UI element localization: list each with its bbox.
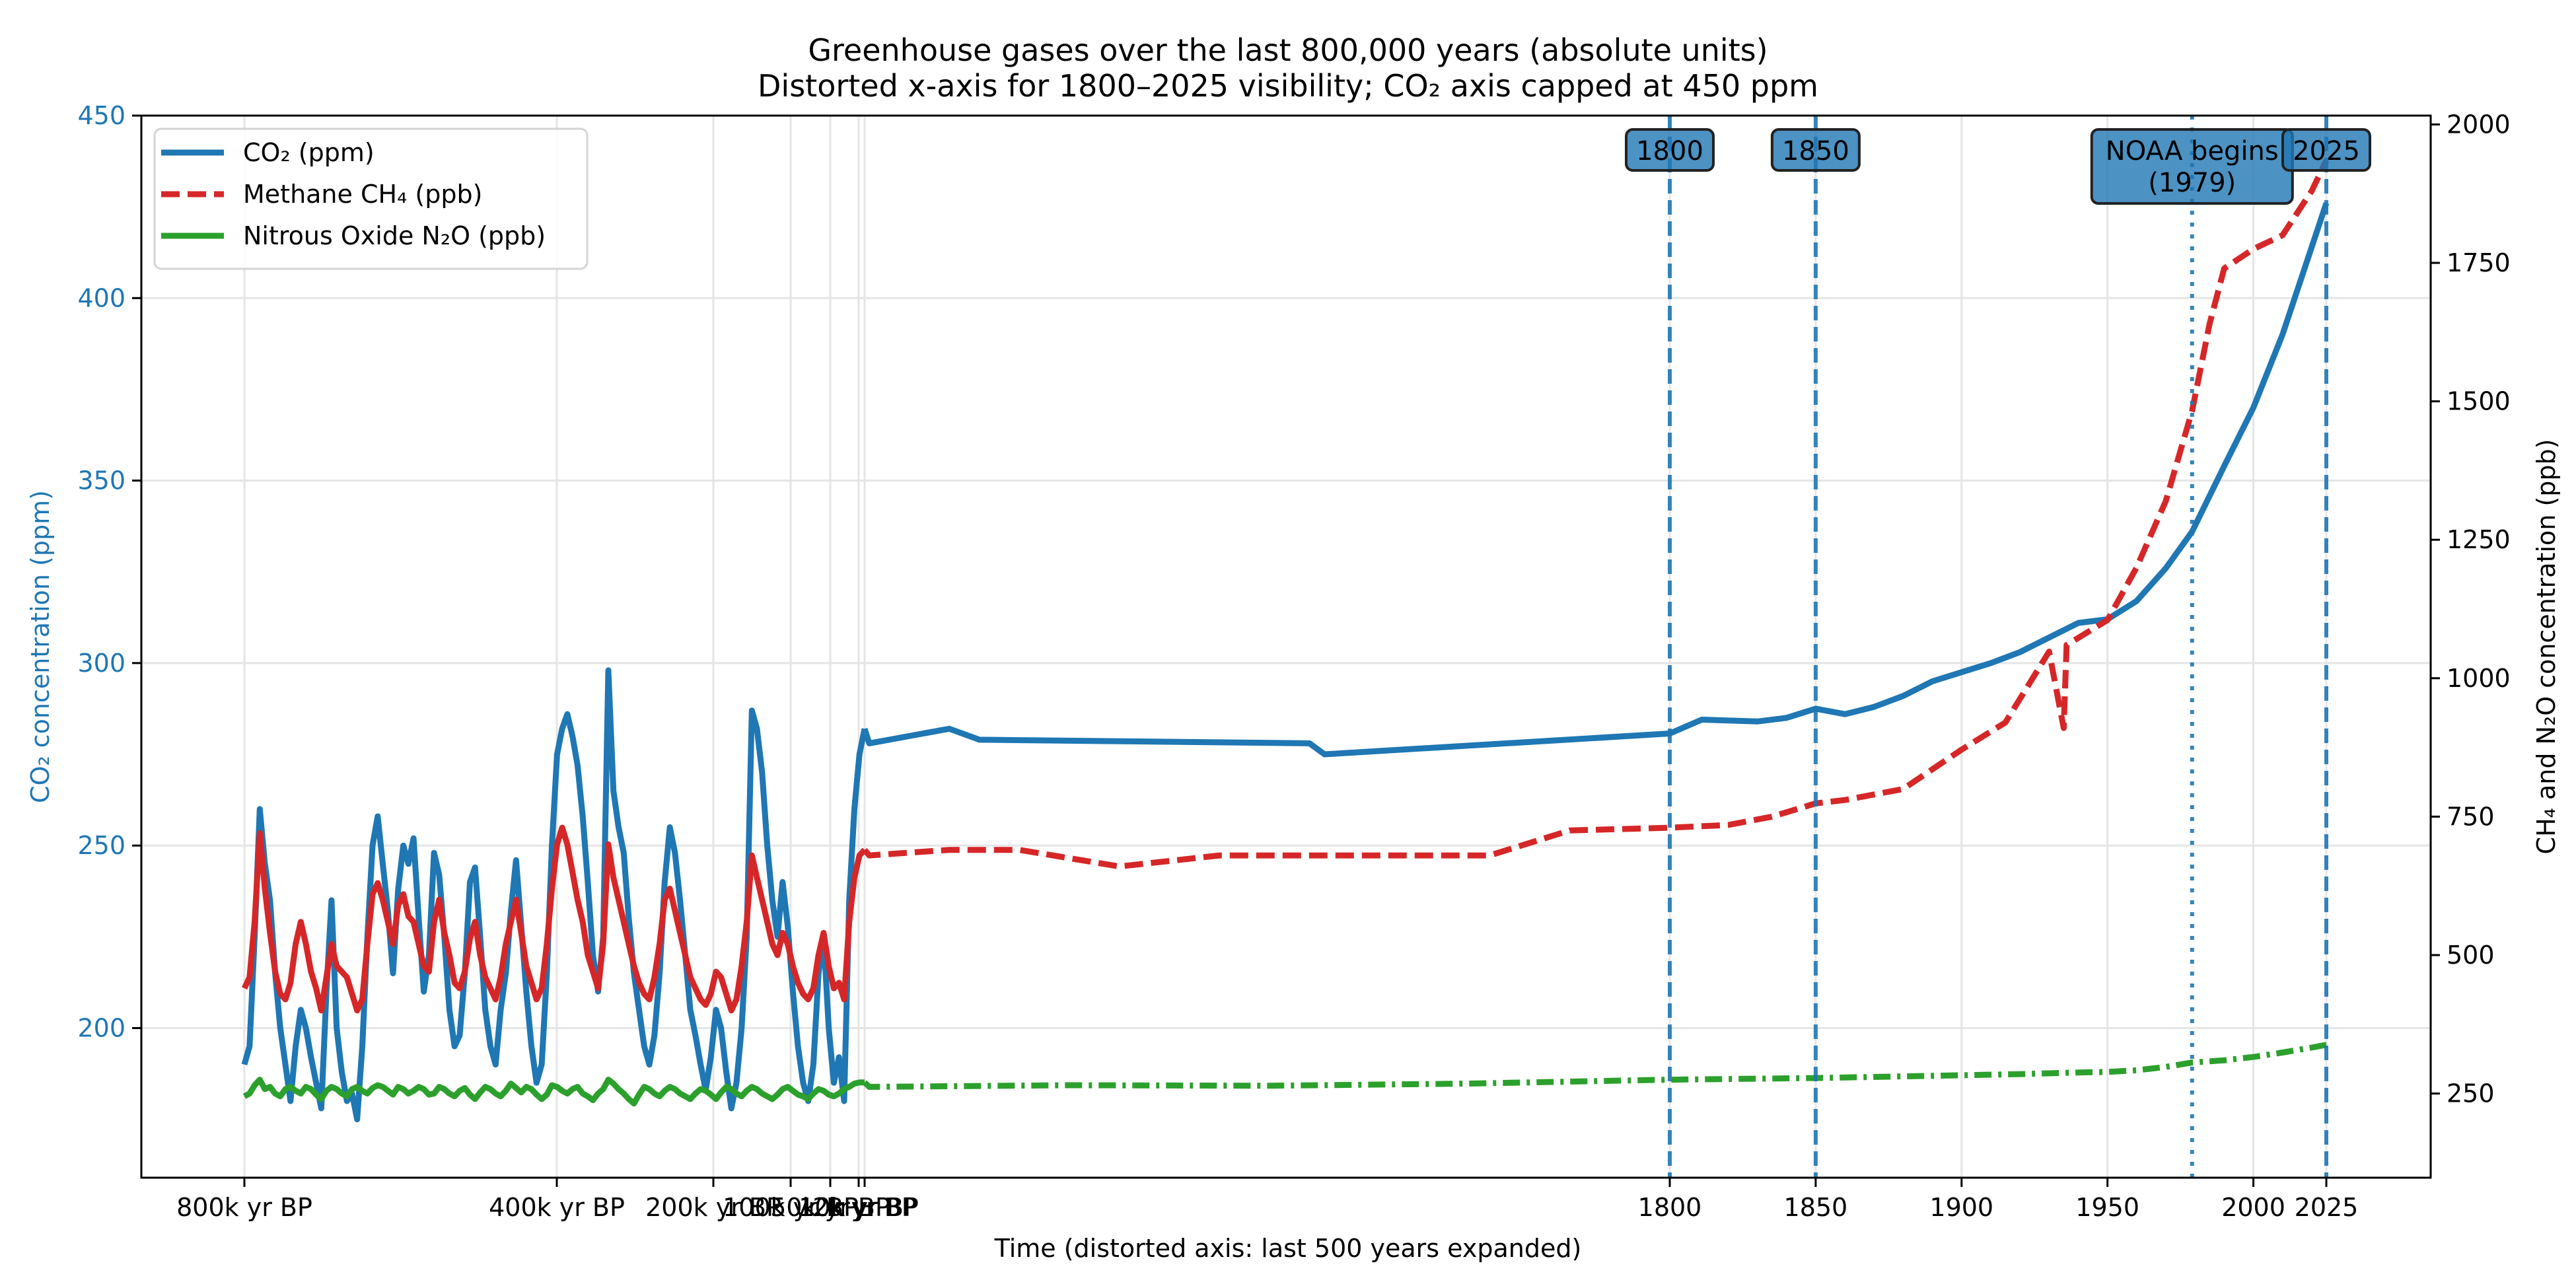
y-right-tick-label: 750 [2447,802,2495,831]
legend-label-ch4: Methane CH₄ (ppb) [243,180,482,209]
y-right-tick-label: 2000 [2447,110,2511,139]
legend-box [153,127,589,270]
y-right-tick-label: 1500 [2447,387,2511,416]
y-right-tick-label: 1250 [2447,525,2511,554]
x-tick-label: 1850 [1784,1193,1848,1222]
x-axis-label: Time (distorted axis: last 500 years exp… [994,1234,1582,1263]
series-lines [241,159,2330,1123]
chart-title: Greenhouse gases over the last 800,000 y… [808,32,1768,68]
annotation-label: NOAA begins [2106,136,2279,166]
annotation-label: 2025 [2293,136,2360,166]
x-tick-label: 100k yr BP [723,1193,859,1222]
y-left-tick-label: 300 [77,649,125,678]
x-tick-label: 2025 [2295,1193,2359,1222]
x-tick-label: 200k yr BP [645,1193,781,1222]
annotation-label: 1800 [1636,136,1703,166]
annotation-lines [1668,116,2328,1178]
annotation-label: 1850 [1782,136,1849,166]
y-left-tick-label: 450 [77,101,125,130]
annotation-box [2281,128,2371,172]
x-tick-label: 50k yr BP [770,1193,890,1222]
y-left-tick-label: 200 [77,1013,125,1042]
series-line-paleo-n2o [242,1077,865,1107]
y-right-tick-label: 250 [2447,1079,2495,1108]
legend: CO₂ (ppm) Methane CH₄ (ppb) Nitrous Oxid… [153,127,589,270]
series-line-modern-n2o [862,1042,2327,1090]
y-left-tick-label: 250 [77,831,125,860]
x-tick-label: 10k yr BP [799,1193,919,1222]
x-tick-label: 400k yr BP [489,1193,625,1222]
annotation-box [1770,128,1861,172]
y-right-tick-label: 1000 [2447,664,2511,693]
x-tick-label: 1900 [1929,1193,1993,1222]
x-tick-label: 1950 [2075,1193,2139,1222]
plot-frame [140,114,2432,1179]
legend-label-co2: CO₂ (ppm) [243,138,375,167]
series-line-modern-ch4 [862,159,2330,870]
series-line-paleo-ch4 [241,824,867,1014]
x-tick-label: 2000 [2221,1193,2285,1222]
x-tick-label: 800k yr BP [176,1193,312,1222]
annotation-labels: 1800 1850 NOAA begins(1979) 2025 [1625,128,2371,205]
annotation-box [1625,128,1715,172]
y-right-tick-label: 1750 [2447,248,2511,277]
y-axis-right-label: CH₄ and N₂O concentration (ppb) [2532,439,2561,855]
x-tick-label: 1800 [1638,1193,1702,1222]
x-tick-label: 2k yr BP [812,1193,916,1222]
y-right-tick-label: 500 [2447,941,2495,970]
annotation-label: (1979) [2148,168,2236,198]
y-axis-left-label: CO₂ concentration (ppm) [26,490,55,803]
series-line-paleo-co2 [241,667,868,1123]
chart-subtitle: Distorted x-axis for 1800–2025 visibilit… [758,68,1818,104]
y-left-tick-label: 400 [77,283,125,312]
y-left-tick-label: 350 [77,466,125,495]
series-line-modern-co2 [861,202,2330,758]
legend-label-n2o: Nitrous Oxide N₂O (ppb) [243,221,546,250]
